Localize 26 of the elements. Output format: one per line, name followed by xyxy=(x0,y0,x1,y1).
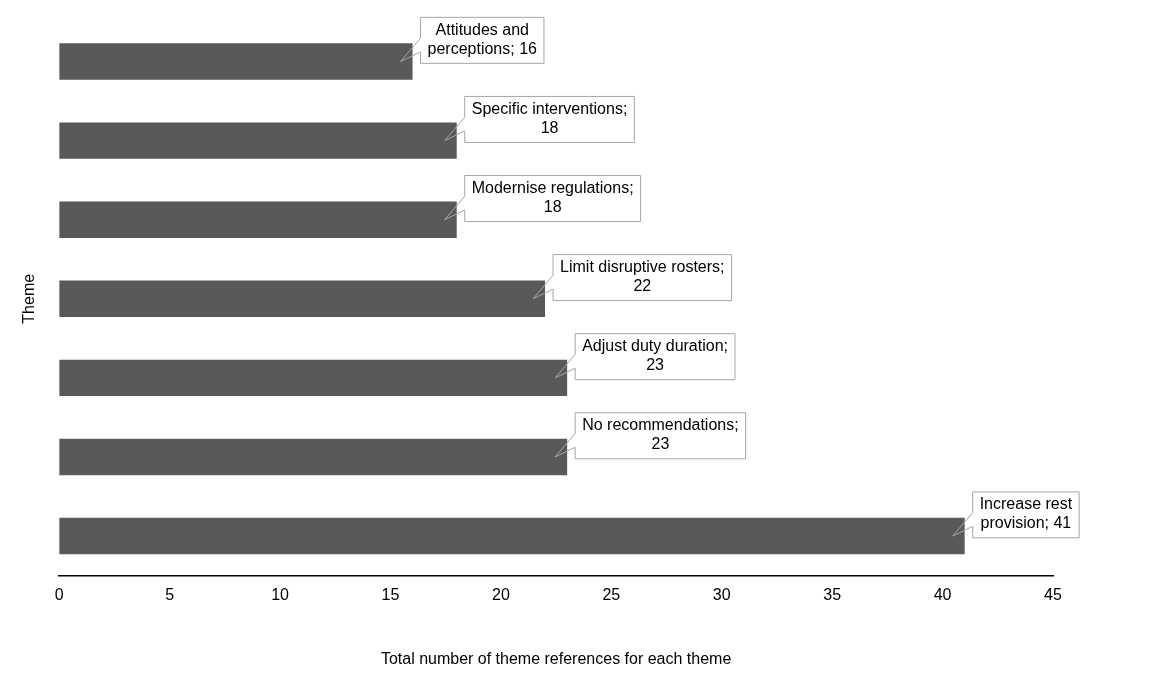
bar xyxy=(59,122,457,159)
x-tick-label: 15 xyxy=(381,585,400,603)
x-tick-label: 35 xyxy=(823,585,842,603)
x-tick-label: 40 xyxy=(933,585,952,603)
bar xyxy=(59,359,568,397)
x-tick-label: 20 xyxy=(491,585,510,603)
data-label: No recommendations; 23 xyxy=(582,416,739,453)
data-label: Adjust duty duration; 23 xyxy=(582,337,729,374)
data-label: Modernise regulations; 18 xyxy=(471,178,634,215)
x-tick-label: 5 xyxy=(165,585,175,603)
x-tick-label: 30 xyxy=(712,585,731,603)
y-axis-title: Theme xyxy=(20,273,38,324)
data-label: Attitudes and perceptions; 16 xyxy=(427,20,538,57)
data-label: Increase rest provision; 41 xyxy=(979,495,1073,532)
x-tick-label: 10 xyxy=(271,585,290,603)
bar xyxy=(59,280,546,317)
bar xyxy=(59,43,413,80)
x-tick-label: 25 xyxy=(602,585,621,603)
x-tick-label: 0 xyxy=(54,585,64,603)
bar xyxy=(59,438,568,476)
bar xyxy=(59,517,965,555)
bar xyxy=(59,201,457,238)
data-label: Specific interventions; 18 xyxy=(471,99,628,136)
x-axis-title: Total number of theme references for each theme xyxy=(380,649,732,667)
data-label: Limit disruptive rosters; 22 xyxy=(560,258,725,295)
x-tick-label: 45 xyxy=(1044,585,1062,603)
